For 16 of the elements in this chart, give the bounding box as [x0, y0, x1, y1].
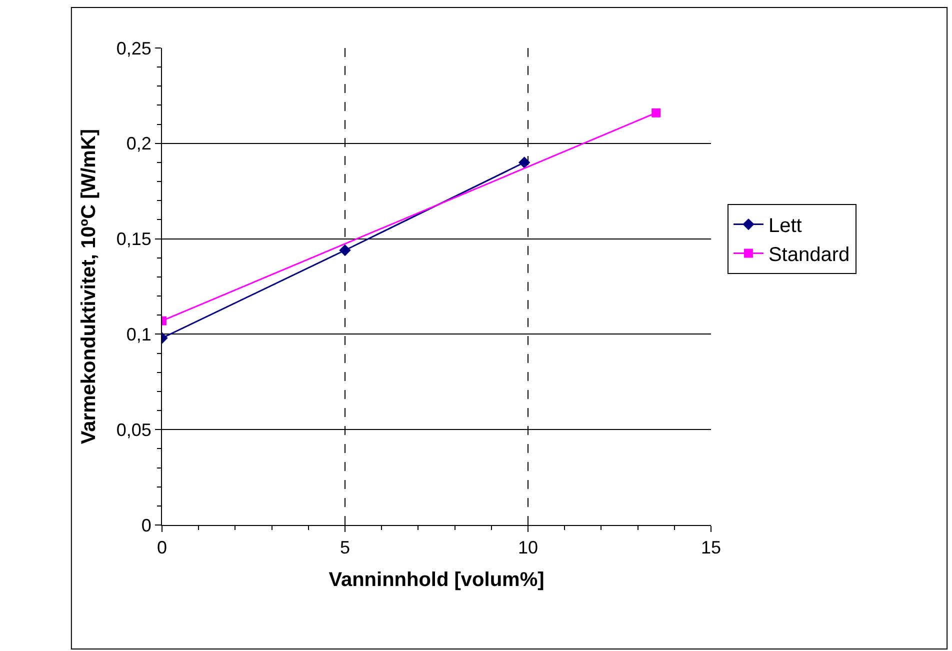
y-axis-title: Varmekonduktivitet, 10ºC [W/mK] [78, 128, 100, 444]
x-axis-title: Vanninnhold [volum%] [328, 569, 544, 592]
y-tick-label: 0 [141, 515, 152, 536]
x-tick-label: 5 [340, 538, 350, 558]
point [339, 244, 351, 256]
x-tick-label: 15 [700, 538, 722, 558]
y-tick-label: 0,15 [116, 229, 152, 250]
x-tick-label: 0 [156, 538, 168, 558]
y-tick-label: 0,05 [116, 420, 152, 440]
x-tick-label: 10 [518, 538, 538, 558]
y-tick-label: 0,1 [126, 324, 152, 344]
y-tick-label: 0,2 [126, 134, 152, 154]
point [518, 156, 530, 168]
legend-label: Standard [768, 244, 850, 266]
legend-label: Lett [768, 215, 802, 238]
y-tick-label: 0,25 [116, 38, 152, 58]
